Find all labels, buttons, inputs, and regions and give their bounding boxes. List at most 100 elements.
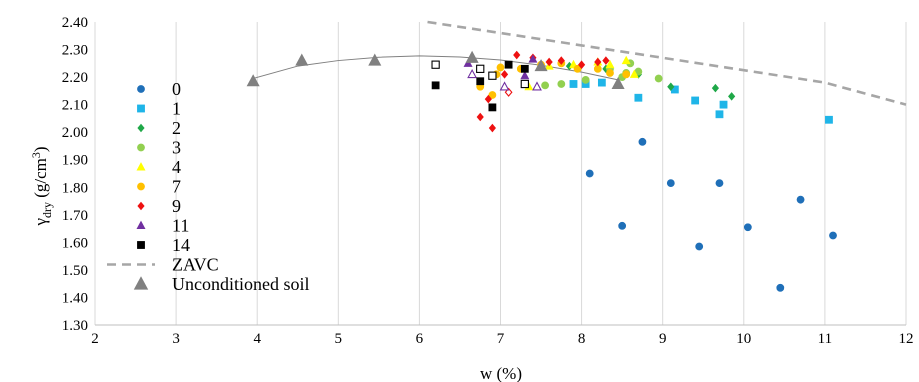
legend-label: 7 — [172, 177, 181, 197]
point-series-9 — [500, 70, 509, 79]
legend-label: 4 — [172, 157, 181, 177]
point-series-4 — [629, 69, 639, 78]
x-tick-label: 11 — [818, 331, 832, 347]
legend-item-14: 14 — [137, 235, 190, 255]
y-axis-unit-close: ) — [31, 146, 50, 152]
y-axis-unit-open: (g/cm — [31, 158, 50, 202]
legend-label: 11 — [172, 216, 189, 236]
point-series-14 — [476, 77, 485, 86]
point-series-1 — [691, 96, 700, 105]
point-series-14 — [504, 60, 513, 69]
point-series-0 — [666, 179, 675, 188]
legend-item-3: 3 — [137, 138, 181, 158]
x-tick-label: 12 — [899, 331, 914, 347]
y-tick-label: 1.80 — [62, 180, 88, 196]
point-series-14 — [476, 64, 485, 73]
legend-swatch-2 — [137, 123, 145, 133]
x-tick-label: 6 — [416, 331, 424, 347]
y-tick-label: 2.00 — [62, 125, 88, 141]
point-series-3 — [557, 80, 566, 88]
zavc-line — [427, 20, 907, 106]
x-axis-title: w (%) — [480, 364, 522, 382]
legend-swatch-unconditioned-soil — [133, 276, 149, 290]
legend-item-4: 4 — [136, 157, 181, 177]
point-series-7 — [622, 70, 631, 79]
legend-swatch-7 — [137, 182, 145, 191]
point-series-1 — [569, 80, 578, 88]
x-tick-label: 4 — [253, 331, 261, 347]
legend-swatch-0 — [137, 85, 145, 93]
legend-item-9: 9 — [137, 196, 181, 216]
point-series-0 — [695, 242, 704, 251]
legend-item-0: 0 — [137, 79, 181, 99]
y-tick-label: 2.40 — [62, 15, 88, 31]
point-series-7 — [573, 64, 582, 73]
point-series-9 — [513, 50, 521, 60]
legend-label: ZAVC — [172, 255, 219, 275]
point-series-9 — [602, 56, 610, 65]
legend-label: Unconditioned soil — [172, 274, 310, 294]
x-tick-label: 5 — [335, 331, 343, 347]
point-series-1 — [825, 115, 833, 124]
y-tick-label: 1.30 — [62, 318, 88, 334]
point-series-14 — [520, 64, 529, 73]
legend-swatch-11 — [136, 220, 146, 229]
y-tick-label: 1.90 — [62, 153, 88, 169]
point-series-0 — [829, 231, 837, 240]
point-series-unconditioned-soil — [465, 50, 479, 63]
legend-item-1: 1 — [137, 99, 181, 119]
point-series-9 — [476, 112, 484, 122]
point-series-3 — [654, 74, 663, 83]
point-series-11 — [499, 81, 510, 91]
y-tick-label: 2.10 — [62, 98, 88, 114]
y-tick-label: 1.40 — [62, 290, 88, 306]
point-series-7 — [593, 64, 602, 73]
legend-item-unconditioned-soil: Unconditioned soil — [133, 274, 310, 294]
point-series-3 — [581, 75, 590, 84]
point-series-9 — [545, 57, 553, 67]
point-series-11 — [520, 70, 530, 80]
point-series-9 — [578, 60, 586, 69]
legend-swatch-1 — [137, 104, 145, 113]
legend-item-2: 2 — [137, 118, 181, 138]
point-series-1 — [634, 93, 643, 102]
point-series-1 — [597, 78, 606, 87]
point-series-14 — [431, 60, 440, 69]
legend-item-zavc: ZAVC — [107, 255, 219, 275]
y-axis-symbol: γ — [31, 218, 50, 227]
point-series-unconditioned-soil — [246, 74, 260, 87]
point-series-1 — [715, 110, 724, 119]
legend-swatch-4 — [136, 162, 146, 171]
point-series-14 — [488, 71, 497, 80]
x-tick-label: 10 — [736, 331, 751, 347]
point-series-1 — [719, 100, 728, 109]
point-series-0 — [585, 169, 594, 178]
unconditioned-soil-trend-curve — [253, 55, 619, 81]
legend-label: 9 — [172, 196, 181, 216]
point-series-0 — [618, 221, 627, 230]
point-series-9 — [488, 123, 496, 133]
point-series-14 — [431, 81, 440, 90]
point-series-3 — [541, 81, 550, 90]
point-series-unconditioned-soil — [534, 59, 548, 72]
legend-item-11: 11 — [136, 216, 189, 236]
legend-label: 1 — [172, 99, 181, 119]
legend-item-7: 7 — [137, 177, 181, 197]
axes: 2 3 4 5 6 7 8 9 10 11 121.301.401.501.601.701.801.… — [62, 15, 914, 347]
point-series-14 — [488, 103, 497, 112]
y-tick-label: 1.70 — [62, 208, 88, 224]
point-series-unconditioned-soil — [295, 53, 309, 66]
point-series-2 — [728, 92, 736, 101]
point-series-2 — [711, 83, 720, 93]
point-series-7 — [488, 91, 497, 99]
y-axis-title: γdry (g/cm3) — [29, 146, 54, 226]
point-series-14 — [520, 79, 529, 89]
point-series-unconditioned-soil — [611, 76, 625, 90]
x-tick-label: 3 — [172, 331, 180, 347]
point-series-0 — [638, 137, 647, 146]
point-series-0 — [776, 283, 785, 292]
x-tick-label: 7 — [497, 331, 505, 347]
legend-label: 2 — [172, 118, 181, 138]
point-series-4 — [621, 55, 631, 65]
